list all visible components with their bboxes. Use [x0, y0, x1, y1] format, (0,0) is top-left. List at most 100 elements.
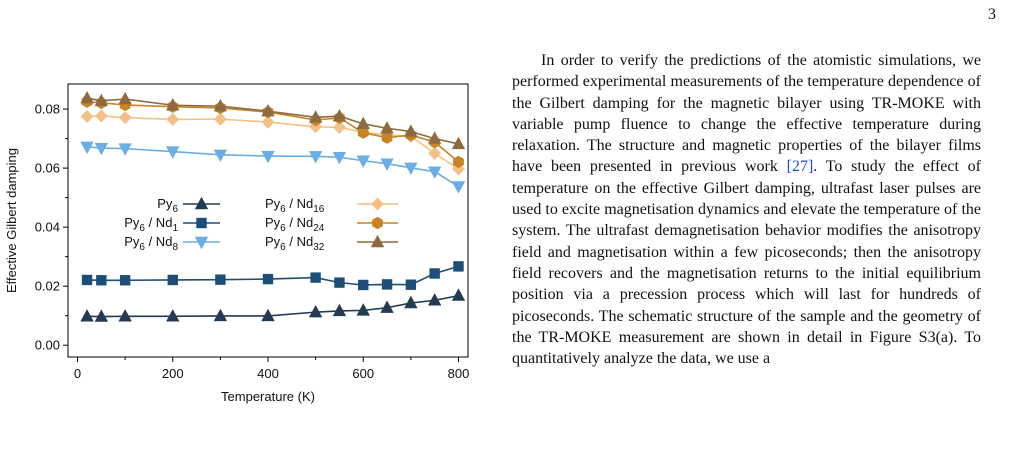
series-py6-nd32 [80, 90, 466, 150]
data-point [381, 131, 393, 144]
data-point [427, 131, 442, 144]
data-point [81, 274, 93, 286]
data-point [118, 91, 132, 105]
data-point [167, 274, 178, 286]
legend-label: Py6 [157, 196, 178, 215]
data-point [166, 309, 180, 322]
data-point [94, 142, 109, 156]
legend-label: Py6 / Nd8 [124, 234, 178, 253]
data-point [308, 151, 323, 164]
damping-chart: 0 200 400 600 800 0.00 0.02 0.04 0.06 0.08 Tempera… [4, 83, 470, 404]
data-point [453, 261, 464, 272]
data-point [404, 162, 418, 176]
x-axis-title: Temperature (K) [221, 389, 315, 404]
data-point [357, 126, 369, 139]
data-point [118, 309, 132, 322]
data-point [405, 279, 417, 290]
y-tick-label: 0.02 [35, 279, 60, 294]
x-tick-label: 200 [162, 366, 184, 381]
data-point [380, 121, 394, 134]
data-point [166, 98, 180, 111]
data-point [427, 293, 442, 306]
data-point [334, 277, 345, 288]
data-point [332, 151, 347, 165]
data-point [215, 274, 226, 285]
data-point [166, 146, 180, 159]
data-point [356, 303, 370, 316]
citation-link[interactable]: [27] [786, 158, 814, 176]
legend-label: Py6 / Nd32 [265, 234, 325, 253]
data-point [80, 141, 94, 155]
legend-label: Py6 / Nd16 [265, 196, 325, 215]
paragraph-text-end: . To study the effect of temperature on … [512, 158, 981, 368]
data-point [118, 143, 132, 156]
data-point [451, 181, 466, 194]
data-point [356, 155, 370, 168]
series-py6-nd1 [81, 261, 464, 291]
legend-marker [194, 236, 209, 250]
data-point [358, 279, 369, 291]
data-point [429, 268, 440, 279]
data-point [261, 150, 275, 164]
legend-marker [371, 197, 384, 211]
body-paragraph: In order to verify the predictions of th… [512, 50, 981, 369]
series-py6-nd8 [80, 141, 466, 194]
data-point [80, 309, 94, 322]
paragraph-text-start: In order to verify the predictions of th… [512, 52, 981, 176]
series-line [87, 115, 459, 170]
data-point [310, 272, 321, 283]
data-point [213, 149, 228, 163]
data-point [380, 158, 394, 171]
data-point [356, 116, 370, 130]
legend-marker [194, 196, 209, 210]
y-tick-label: 0.04 [35, 220, 60, 235]
y-tick-label: 0.06 [35, 161, 60, 176]
data-point [332, 108, 347, 122]
data-point [380, 300, 394, 313]
page-number: 3 [988, 6, 996, 23]
data-point [404, 295, 418, 309]
data-point [261, 308, 275, 322]
data-point [428, 146, 442, 160]
data-point [332, 303, 347, 317]
data-point [308, 110, 323, 123]
y-axis-title: Effective Gilbert damping [4, 148, 19, 293]
legend-marker [372, 216, 383, 230]
series-py6 [80, 288, 466, 322]
x-tick-label: 800 [448, 366, 470, 381]
data-point [381, 279, 393, 290]
data-point [261, 115, 275, 129]
x-tick-label: 0 [74, 366, 81, 381]
data-point [213, 308, 228, 322]
data-point [118, 111, 132, 125]
data-point [96, 275, 107, 286]
data-point [262, 273, 274, 285]
y-tick-label: 0.00 [35, 338, 60, 353]
data-point [80, 90, 94, 104]
series-line [87, 294, 459, 318]
data-point [119, 275, 131, 286]
data-point [451, 136, 466, 150]
data-point [404, 124, 418, 137]
x-tick-label: 600 [352, 366, 374, 381]
data-point [94, 309, 109, 322]
legend-marker [196, 217, 207, 229]
data-point [261, 103, 275, 117]
damping-vs-temperature-figure: 0 200 400 600 800 0.00 0.02 0.04 0.06 0.08 Tempera… [0, 0, 490, 449]
y-tick-label: 0.08 [35, 102, 60, 117]
legend-label: Py6 / Nd1 [124, 215, 178, 234]
data-point [308, 304, 323, 318]
data-point [427, 166, 442, 179]
data-point [80, 109, 94, 123]
data-point [94, 109, 108, 123]
legend-marker [370, 234, 385, 248]
data-point [213, 112, 227, 126]
legend-label: Py6 / Nd24 [265, 215, 325, 234]
data-point [166, 112, 180, 126]
data-point [332, 120, 346, 134]
data-point [94, 93, 109, 107]
series-py6-nd24 [81, 95, 464, 169]
x-tick-label: 400 [257, 366, 279, 381]
data-point [451, 288, 466, 301]
data-point [213, 98, 228, 112]
